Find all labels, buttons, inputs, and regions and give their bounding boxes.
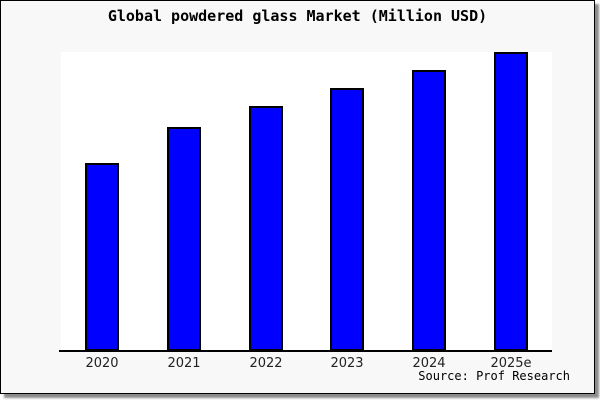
x-tick-label-2025e: 2025e <box>490 356 532 371</box>
bar-2020 <box>85 163 119 351</box>
plot-area <box>61 52 552 351</box>
chart-frame: Global powdered glass Market (Million US… <box>0 0 595 394</box>
x-tick-label-2024: 2024 <box>412 356 446 371</box>
bar-2024 <box>412 70 446 351</box>
x-axis-line <box>59 350 552 352</box>
bar-2023 <box>330 88 364 351</box>
x-tick-label-2020: 2020 <box>85 356 119 371</box>
x-tick-label-2021: 2021 <box>167 356 201 371</box>
x-tick-label-2023: 2023 <box>330 356 364 371</box>
bar-2021 <box>167 127 201 351</box>
bar-2025e <box>494 52 528 351</box>
source-note: Source: Prof Research <box>418 369 570 383</box>
bar-2022 <box>249 106 283 351</box>
chart-title: Global powdered glass Market (Million US… <box>107 7 488 25</box>
x-tick-label-2022: 2022 <box>249 356 283 371</box>
